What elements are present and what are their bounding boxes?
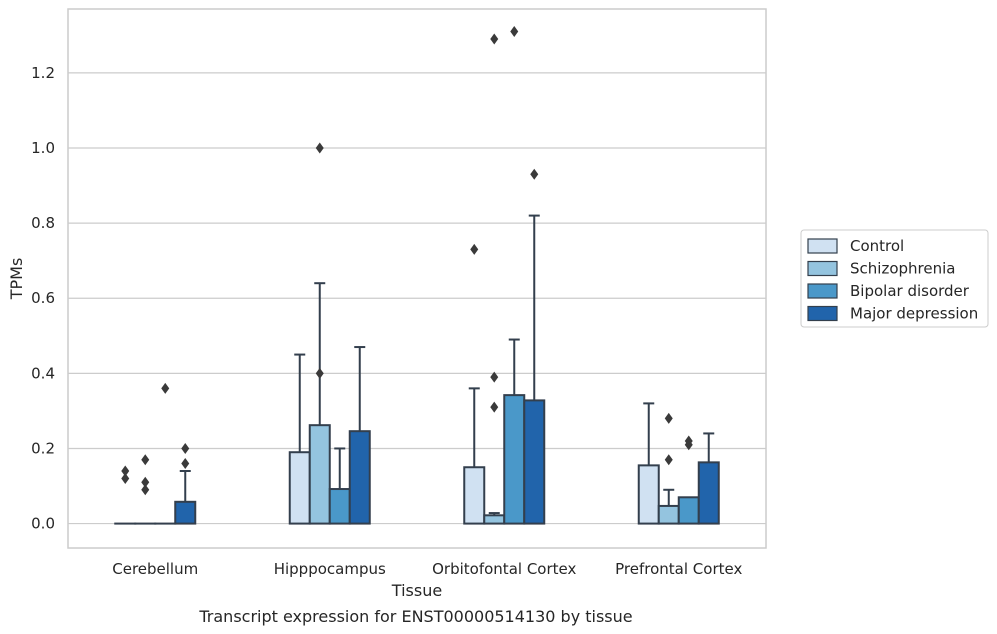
y-tick-label: 0.0 [31, 515, 55, 533]
legend: Control Schizophrenia Bipolar disorder Majo… [800, 229, 989, 328]
legend-swatch [807, 260, 838, 277]
outlier-point [490, 371, 499, 383]
x-tick-labels: Cerebellum Hipppocampus Orbitofontal Corte… [112, 560, 742, 578]
bar [483, 514, 506, 525]
outlier-point [510, 26, 519, 38]
chart-caption: Transcript expression for ENST0000051413… [198, 607, 632, 626]
bar [174, 500, 197, 525]
bars [114, 394, 720, 525]
outlier-point [161, 382, 170, 394]
outlier-point [664, 454, 673, 466]
y-axis-title: TPMs [7, 258, 26, 301]
x-tick-label: Cerebellum [112, 560, 198, 578]
x-axis-title: Tissue [391, 581, 442, 600]
legend-label: Schizophrenia [850, 260, 955, 278]
outlier-point [141, 454, 150, 466]
y-tick-label: 0.2 [31, 439, 55, 457]
bar [697, 461, 720, 525]
legend-box [800, 229, 989, 328]
y-tick-label: 0.6 [31, 289, 55, 307]
outlier-point [141, 476, 150, 488]
y-tick-labels: 0.0 0.2 0.4 0.6 0.8 1.0 1.2 [31, 64, 55, 533]
outlier-point [315, 142, 324, 154]
bar [523, 399, 546, 525]
outlier-point [684, 435, 693, 447]
plot-frame [67, 8, 767, 549]
y-tick-label: 0.8 [31, 214, 55, 232]
x-tick-label: Prefrontal Cortex [615, 560, 742, 578]
outlier-point [490, 401, 499, 413]
bar [328, 488, 351, 525]
outlier-point [664, 412, 673, 424]
legend-label: Bipolar disorder [850, 282, 970, 300]
legend-label: Major depression [850, 305, 978, 323]
y-tick-label: 1.2 [31, 64, 55, 82]
bar [677, 496, 700, 525]
outlier-point [181, 442, 190, 454]
legend-label: Control [850, 237, 904, 255]
outlier-point [121, 465, 130, 477]
bar [348, 430, 371, 525]
outlier-point [490, 33, 499, 45]
gridlines [68, 72, 766, 525]
x-tick-label: Orbitofontal Cortex [432, 560, 576, 578]
error-bars [179, 214, 715, 516]
bar [657, 504, 680, 525]
bar [637, 464, 660, 525]
bar [463, 466, 486, 525]
outlier-point [141, 484, 150, 496]
outlier-point [121, 473, 130, 485]
outlier-markers [121, 26, 693, 496]
outlier-point [315, 367, 324, 379]
legend-swatch [807, 238, 838, 254]
outlier-point [530, 168, 539, 180]
y-tick-label: 0.4 [31, 364, 55, 382]
x-tick-label: Hipppocampus [274, 560, 386, 578]
outlier-point [470, 243, 479, 255]
y-tick-label: 1.0 [31, 139, 55, 157]
legend-swatch [807, 283, 838, 299]
bar [288, 451, 311, 525]
bar [503, 394, 526, 525]
bar [308, 424, 331, 525]
legend-swatch [807, 305, 838, 322]
outlier-point [181, 457, 190, 469]
